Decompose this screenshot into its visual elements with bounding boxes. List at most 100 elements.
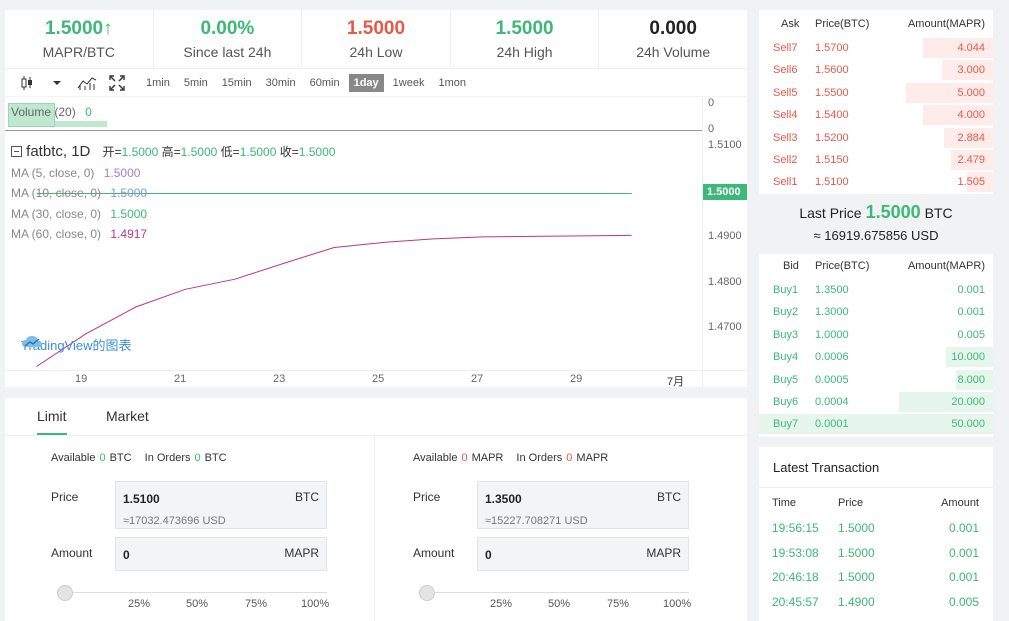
ask-row[interactable]: Sell5 1.5500 5.000	[759, 82, 993, 104]
in-orders-value: 0	[194, 452, 201, 464]
volume-axis-tick: 0	[708, 97, 715, 109]
sell-amount-input[interactable]: 0 MAPR	[477, 537, 689, 571]
amount-slider-handle[interactable]	[57, 585, 73, 601]
percent-100[interactable]: 100%	[301, 598, 330, 610]
depth-bar	[759, 414, 993, 435]
percent-50[interactable]: 50%	[548, 598, 571, 610]
in-orders-value: 0	[566, 452, 573, 464]
stat-high: 1.5000 24h High	[451, 10, 600, 68]
header-price: Price	[838, 497, 864, 509]
interval-30min[interactable]: 30min	[265, 76, 296, 89]
interval-15min[interactable]: 15min	[221, 76, 252, 89]
price-label: Price	[413, 490, 441, 504]
chevron-down-icon[interactable]	[47, 73, 67, 93]
row-price: 1.5500	[815, 86, 849, 99]
tab-divider	[5, 435, 747, 436]
row-label: Sell1	[773, 176, 798, 189]
interval-5min[interactable]: 5min	[183, 76, 208, 89]
row-price: 1.5150	[815, 154, 849, 166]
tab-limit[interactable]: Limit	[37, 408, 67, 435]
price-chart[interactable]: Volume (20) 0 0 0 fatbtc, 1D 开=1.5000 高=…	[5, 97, 747, 388]
ask-row[interactable]: Sell7 1.5700 4.044	[759, 37, 993, 59]
fullscreen-icon[interactable]	[107, 73, 127, 93]
row-label: Sell3	[773, 131, 798, 144]
row-label: Sell2	[773, 154, 798, 166]
row-label: Buy1	[773, 284, 799, 296]
depth-bar	[967, 172, 993, 193]
row-amount: 0.001	[957, 306, 985, 319]
row-amount: 5.000	[957, 86, 985, 99]
trade-amount: 0.001	[948, 521, 979, 535]
row-amount: 10.000	[951, 351, 985, 364]
available-value: 0	[461, 452, 468, 464]
interval-1day[interactable]: 1day	[348, 73, 384, 92]
ask-row[interactable]: Sell4 1.5400 4.000	[759, 104, 993, 126]
stat-volume: 0.000 24h Volume	[599, 10, 747, 68]
trade-price: 1.5000	[838, 521, 875, 535]
row-label: Sell5	[773, 86, 798, 99]
stat-value: 1.5000	[346, 18, 406, 39]
bid-row[interactable]: Buy1 1.3500 0.001	[759, 279, 993, 301]
tradingview-watermark: TradingView的图表	[21, 338, 132, 353]
buy-price-input[interactable]: 1.5100 BTC ≈17032.473696 USD	[115, 481, 327, 529]
depth-bar	[941, 60, 993, 81]
bid-row[interactable]: Buy5 0.0005 8.000	[759, 369, 993, 391]
bid-row[interactable]: Buy4 0.0006 10.000	[759, 346, 993, 368]
trade-time: 19:56:15	[772, 521, 819, 535]
sell-price-input[interactable]: 1.3500 BTC ≈15227.708271 USD	[477, 481, 689, 529]
chart-toolbar: 1min 5min 15min 30min 60min 1day 1week 1…	[5, 68, 747, 96]
bid-row[interactable]: Buy2 1.3000 0.001	[759, 301, 993, 323]
header-amount: Amount(MAPR)	[907, 260, 985, 272]
row-label: Sell6	[773, 64, 798, 77]
ohlc-close-label: 收=	[279, 145, 299, 159]
bid-row[interactable]: Buy3 1.0000 0.005	[759, 324, 993, 346]
stat-label: 24h High	[496, 44, 553, 60]
ask-row[interactable]: Sell3 1.5200 2.884	[759, 127, 993, 149]
row-label: Buy7	[773, 418, 799, 431]
amount-slider-track[interactable]	[421, 592, 689, 593]
row-label: Buy6	[773, 396, 799, 408]
bid-row[interactable]: Buy7 0.0001 50.000	[759, 413, 993, 435]
percent-100[interactable]: 100%	[663, 598, 692, 610]
amount-slider-handle[interactable]	[419, 585, 435, 601]
indicators-icon[interactable]	[77, 73, 97, 93]
stat-value: 0.000	[649, 18, 697, 39]
percent-75[interactable]: 75%	[607, 598, 630, 610]
trade-amount: 0.001	[948, 545, 979, 560]
time-tick: 23	[273, 373, 286, 385]
amount-slider-track[interactable]	[59, 592, 327, 593]
ask-row[interactable]: Sell6 1.5600 3.000	[759, 59, 993, 81]
stat-change: 0.00% Since last 24h	[154, 10, 303, 68]
ohlc-low-value: 1.5000	[239, 145, 277, 159]
interval-60min[interactable]: 60min	[309, 76, 340, 89]
available-unit: BTC	[109, 452, 132, 464]
row-amount: 0.005	[957, 328, 985, 341]
input-unit: BTC	[295, 490, 319, 504]
interval-1week[interactable]: 1week	[392, 76, 425, 89]
trade-price: 1.4900	[838, 594, 875, 609]
input-value: 1.3500	[485, 492, 522, 506]
candlestick-icon[interactable]	[17, 73, 37, 93]
interval-1mon[interactable]: 1mon	[438, 76, 466, 89]
price-usd-estimate: ≈17032.473696 USD	[123, 515, 226, 527]
row-amount: 20.000	[951, 396, 985, 408]
volume-label: Volume	[11, 105, 52, 119]
percent-75[interactable]: 75%	[245, 598, 268, 610]
tab-market[interactable]: Market	[106, 408, 149, 424]
interval-1min[interactable]: 1min	[146, 76, 170, 89]
trade-price: 1.5000	[838, 545, 875, 560]
trade-amount: 0.005	[948, 594, 979, 609]
ask-row[interactable]: Sell1 1.5100 1.505	[759, 171, 993, 193]
row-amount: 50.000	[951, 418, 985, 431]
last-price-usd: ≈ 16919.675856 USD	[813, 228, 939, 243]
buy-amount-input[interactable]: 0 MAPR	[115, 537, 327, 571]
collapse-icon[interactable]	[11, 146, 22, 157]
percent-25[interactable]: 25%	[490, 598, 513, 610]
bid-row[interactable]: Buy6 0.0004 20.000	[759, 391, 993, 413]
percent-25[interactable]: 25%	[128, 598, 151, 610]
row-price: 1.3500	[815, 284, 849, 296]
percent-50[interactable]: 50%	[186, 598, 209, 610]
row-price: 1.5700	[815, 42, 849, 54]
depth-bar	[922, 105, 993, 126]
ask-row[interactable]: Sell2 1.5150 2.479	[759, 149, 993, 171]
